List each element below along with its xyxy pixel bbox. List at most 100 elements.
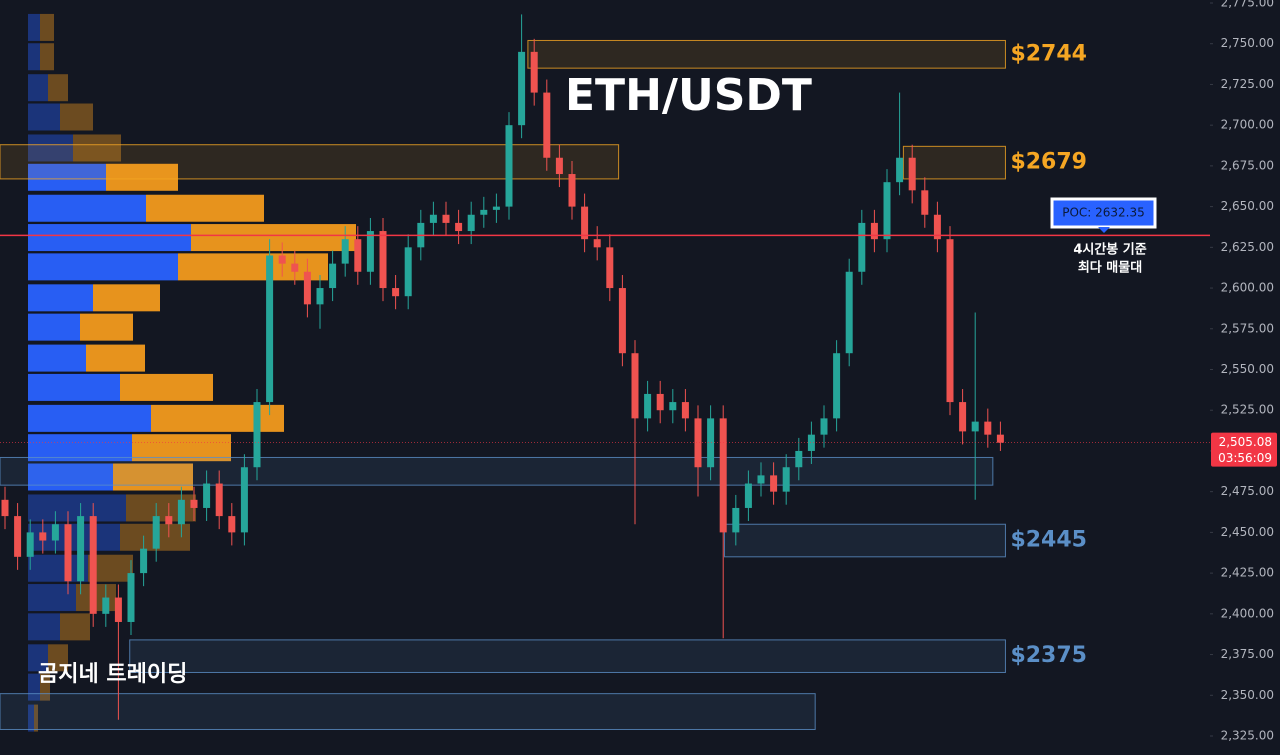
profile-sell <box>191 224 356 252</box>
candle-body <box>140 548 148 574</box>
candle-body <box>114 597 122 622</box>
candle-body <box>782 467 790 492</box>
zone-label: $2445 <box>1010 528 1087 553</box>
candle-body <box>568 174 576 207</box>
candle-body <box>316 288 324 305</box>
countdown-label: 03:56:09 <box>1218 451 1272 465</box>
profile-sell <box>86 344 145 372</box>
poc-annotation: 최다 매물대 <box>1078 260 1142 276</box>
candle-body <box>455 222 463 232</box>
profile-buy <box>28 134 73 162</box>
candle-body <box>908 157 916 191</box>
candle-body <box>102 597 110 614</box>
candle-body <box>152 516 160 549</box>
candle-body <box>77 516 85 582</box>
profile-buy <box>28 644 48 672</box>
candle-body <box>820 418 828 435</box>
candle-body <box>165 516 173 525</box>
y-tick-label: 2,550.00 <box>1221 362 1274 376</box>
candle-body <box>89 516 97 614</box>
profile-sell <box>126 494 196 522</box>
candle-body <box>669 402 677 411</box>
candle-body <box>51 524 59 541</box>
profile-sell <box>120 373 213 401</box>
profile-buy <box>28 253 178 281</box>
candle-body <box>618 288 626 354</box>
profile-buy <box>28 103 60 131</box>
y-tick-label: 2,450.00 <box>1221 525 1274 539</box>
profile-buy <box>28 434 132 462</box>
candle-body <box>379 231 387 289</box>
last-price-label: 2,505.08 <box>1219 435 1272 449</box>
candle-body <box>933 214 941 240</box>
zone-label: $2375 <box>1010 643 1087 668</box>
candle-body <box>543 92 551 158</box>
price-axis-bg <box>1210 0 1280 755</box>
profile-buy <box>28 194 146 222</box>
candle-body <box>505 125 513 207</box>
candle-body <box>845 271 853 354</box>
profile-buy <box>28 163 106 191</box>
candle-body <box>795 450 803 468</box>
y-tick-label: 2,375.00 <box>1221 647 1274 661</box>
profile-buy <box>28 43 40 71</box>
watermark: 곰지네 트레이딩 <box>38 662 187 687</box>
profile-sell <box>113 463 193 491</box>
price-zone <box>723 523 1006 558</box>
price-zone <box>902 145 1006 180</box>
candle-body <box>681 402 689 419</box>
profile-buy <box>28 373 120 401</box>
candle-body <box>177 499 185 525</box>
profile-buy <box>28 74 48 102</box>
candle-body <box>190 499 198 508</box>
y-tick-label: 2,650.00 <box>1221 199 1274 213</box>
poc-pointer <box>1098 227 1110 233</box>
price-zone <box>0 693 816 730</box>
candle-body <box>39 532 47 541</box>
zone-label: $2679 <box>1010 150 1087 175</box>
y-tick-label: 2,425.00 <box>1221 566 1274 580</box>
profile-sell <box>40 13 54 41</box>
price-zone <box>0 456 994 486</box>
y-tick-label: 2,525.00 <box>1221 403 1274 417</box>
profile-sell <box>60 613 90 641</box>
candle-body <box>240 467 248 533</box>
candle-body <box>480 209 488 215</box>
candle-body <box>555 157 563 175</box>
profile-buy <box>28 613 60 641</box>
profile-sell <box>48 644 68 672</box>
y-tick-label: 2,725.00 <box>1221 77 1274 91</box>
profile-buy <box>28 313 80 341</box>
candle-body <box>64 524 72 582</box>
candle-body <box>719 418 727 533</box>
profile-sell <box>80 313 133 341</box>
candle-body <box>215 483 223 517</box>
candle-body <box>291 263 299 272</box>
candle-body <box>770 475 778 492</box>
y-tick-label: 2,400.00 <box>1221 606 1274 620</box>
candle-body <box>631 353 639 419</box>
candle-body <box>266 255 274 403</box>
candle-body <box>354 239 362 272</box>
candle-body <box>203 483 211 508</box>
profile-sell <box>132 434 231 462</box>
candle-body <box>732 507 740 533</box>
profile-buy <box>28 224 191 252</box>
candle-body <box>26 532 34 557</box>
zone-label: $2744 <box>1010 41 1087 66</box>
candle-body <box>870 222 878 240</box>
y-tick-label: 2,350.00 <box>1221 688 1274 702</box>
y-tick-label: 2,325.00 <box>1221 729 1274 743</box>
candle-body <box>492 206 500 210</box>
candle-body <box>530 51 538 93</box>
profile-sell <box>146 194 264 222</box>
candle-body <box>757 475 765 484</box>
candle-body <box>883 182 891 240</box>
candle-body <box>442 214 450 223</box>
profile-sell <box>60 103 93 131</box>
profile-buy <box>28 494 126 522</box>
y-tick-label: 2,700.00 <box>1221 118 1274 132</box>
candle-body <box>984 421 992 435</box>
